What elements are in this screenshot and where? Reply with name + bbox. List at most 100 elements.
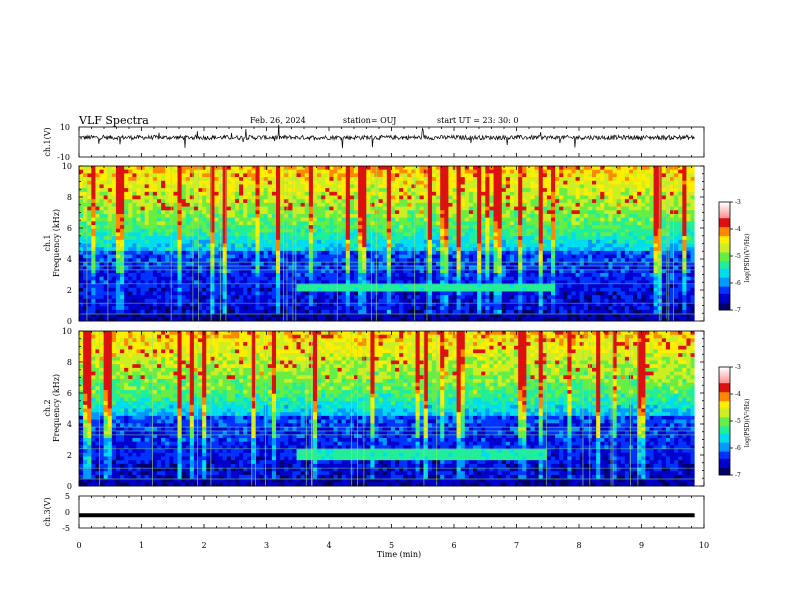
spectrogram-cell bbox=[559, 192, 564, 196]
spectrogram-cell bbox=[108, 225, 113, 229]
spectrogram-cell bbox=[494, 196, 499, 200]
spectrogram-cell bbox=[481, 255, 486, 259]
spectrogram-cell bbox=[539, 232, 544, 236]
spectrogram-cell bbox=[604, 166, 609, 170]
spectrogram-cell bbox=[596, 236, 601, 240]
spectrogram-cell bbox=[223, 225, 228, 229]
spectrogram-cell bbox=[136, 232, 141, 236]
spectrogram-cell bbox=[338, 229, 343, 233]
spectrogram-cell bbox=[104, 214, 109, 218]
spectrogram-cell bbox=[686, 258, 691, 262]
spectrogram-cell bbox=[448, 277, 453, 281]
spectrogram-cell bbox=[522, 258, 527, 262]
spectrogram-cell bbox=[165, 170, 170, 174]
spectrogram-cell bbox=[284, 173, 289, 177]
spectrogram-cell bbox=[625, 232, 630, 236]
spectrogram-cell bbox=[161, 207, 166, 211]
spectrogram-cell bbox=[436, 184, 441, 188]
spectrogram-cell bbox=[637, 262, 642, 266]
spectrogram-cell bbox=[264, 258, 269, 262]
spectrogram-cell bbox=[551, 196, 556, 200]
spectrogram-cell bbox=[649, 184, 654, 188]
spectrogram-cell bbox=[654, 244, 659, 248]
spectrogram-cell bbox=[465, 203, 470, 207]
spectrogram-cell bbox=[440, 225, 445, 229]
spectrogram-cell bbox=[239, 236, 244, 240]
spectrogram-cell bbox=[194, 240, 199, 244]
spectrogram-cell bbox=[104, 244, 109, 248]
spectrogram-cell bbox=[543, 247, 548, 251]
spectrogram-cell bbox=[145, 166, 150, 170]
spectrogram-cell bbox=[354, 232, 359, 236]
spectrogram-cell bbox=[178, 232, 183, 236]
spectrogram-cell bbox=[477, 184, 482, 188]
spectrogram-cell bbox=[91, 277, 96, 281]
spectrogram-cell bbox=[255, 258, 259, 262]
spectrogram-cell bbox=[239, 244, 244, 248]
spectrogram-cell bbox=[448, 166, 453, 170]
spectrogram-cell bbox=[563, 203, 568, 207]
spectrogram-cell bbox=[617, 170, 622, 174]
spectrogram-cell bbox=[338, 196, 343, 200]
spectrogram-cell bbox=[227, 225, 232, 229]
spectrogram-cell bbox=[346, 244, 351, 248]
spectrogram-cell bbox=[202, 244, 207, 248]
spectrogram-cell bbox=[448, 177, 453, 181]
spectrogram-cell bbox=[227, 218, 232, 222]
spectrogram-cell bbox=[518, 225, 523, 229]
spectrogram-cell bbox=[457, 277, 462, 281]
spectrogram-cell bbox=[625, 236, 630, 240]
spectrogram-cell bbox=[342, 210, 347, 214]
spectrogram-cell bbox=[206, 184, 211, 188]
spectrogram-cell bbox=[342, 232, 347, 236]
spectrogram-cell bbox=[522, 203, 527, 207]
spectrogram-cell bbox=[288, 236, 293, 240]
spectrogram-cell bbox=[178, 196, 183, 200]
spectrogram-cell bbox=[116, 273, 121, 277]
spectrogram-cell bbox=[338, 173, 343, 177]
spectrogram-cell bbox=[514, 262, 519, 266]
spectrogram-cell bbox=[178, 218, 183, 222]
spectrogram-cell bbox=[645, 188, 650, 192]
spectrogram-cell bbox=[432, 166, 437, 170]
spectrogram-cell bbox=[654, 181, 659, 185]
spectrogram-cell bbox=[255, 262, 259, 266]
spectrogram-cell bbox=[530, 262, 535, 266]
spectrogram-cell bbox=[678, 203, 683, 207]
spectrogram-cell bbox=[547, 173, 552, 177]
spectrogram-cell bbox=[272, 192, 277, 196]
spectrogram-cell bbox=[317, 177, 322, 181]
spectrogram-cell bbox=[108, 177, 113, 181]
spectrogram-cell bbox=[625, 210, 630, 214]
spectrogram-cell bbox=[276, 247, 281, 251]
spectrogram-cell bbox=[329, 199, 334, 203]
spectrogram-cell bbox=[276, 170, 281, 174]
spectrogram-cell bbox=[387, 262, 392, 266]
spectrogram-cell bbox=[235, 225, 240, 229]
spectrogram-cell bbox=[629, 210, 634, 214]
spectrogram-cell bbox=[354, 173, 359, 177]
spectrogram-cell bbox=[539, 196, 544, 200]
spectrogram-cell bbox=[321, 247, 326, 251]
spectrogram-cell bbox=[91, 184, 96, 188]
spectrogram-cell bbox=[613, 255, 618, 259]
spectrogram-cell bbox=[600, 229, 605, 233]
spectrogram-cell bbox=[407, 181, 412, 185]
spectrogram-cell bbox=[375, 181, 380, 185]
spectrogram-cell bbox=[136, 221, 141, 225]
spectrogram-cell bbox=[214, 225, 219, 229]
spectrogram-cell bbox=[477, 170, 482, 174]
spectrogram-cell bbox=[329, 188, 334, 192]
spectrogram-cell bbox=[543, 262, 548, 266]
spectrogram-cell bbox=[120, 244, 125, 248]
spectrogram-cell bbox=[214, 192, 219, 196]
spectrogram-cell bbox=[297, 247, 302, 251]
spectrogram-cell bbox=[79, 214, 84, 218]
spectrogram-cell bbox=[596, 199, 601, 203]
spectrogram-cell bbox=[682, 166, 687, 170]
spectrogram-cell bbox=[473, 240, 478, 244]
spectrogram-cell bbox=[654, 203, 659, 207]
spectrogram-cell bbox=[498, 221, 503, 225]
spectrogram-cell bbox=[518, 184, 523, 188]
spectrogram-cell bbox=[567, 218, 572, 222]
